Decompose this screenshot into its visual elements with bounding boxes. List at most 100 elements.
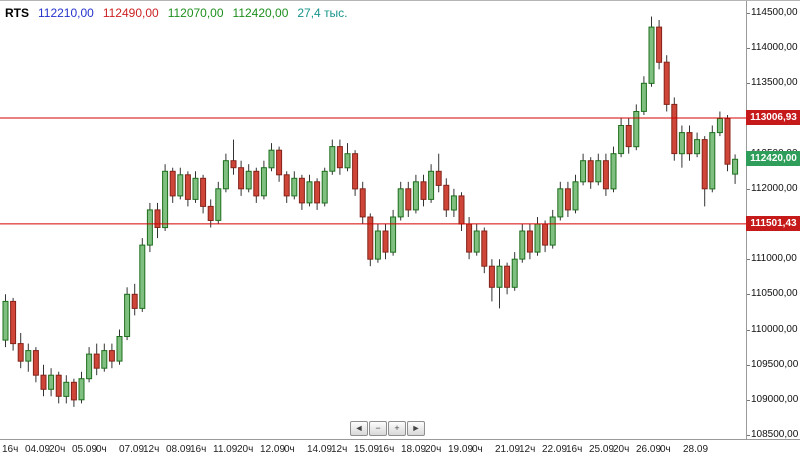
quote-volume: 27,4 тыс.	[297, 6, 348, 20]
chart-nav-toolbar: ◄ − + ►	[350, 421, 425, 436]
x-axis-label: 15.09	[354, 444, 380, 455]
candle-body	[633, 111, 640, 148]
candle-body	[55, 374, 62, 397]
y-axis-tick	[747, 48, 750, 49]
candle-body	[534, 223, 541, 253]
candle-body	[625, 125, 632, 148]
scroll-left-button[interactable]: ◄	[350, 421, 368, 436]
candle-body	[2, 300, 9, 341]
candle-body	[329, 146, 336, 172]
candle-body	[511, 258, 518, 288]
quote-open: 112210,00	[38, 6, 94, 20]
candle-body	[694, 139, 701, 155]
y-axis-tick	[747, 83, 750, 84]
candle-body	[716, 118, 723, 134]
candle-body	[177, 174, 184, 197]
x-axis-label: 12ч	[519, 444, 536, 455]
x-axis-label: 20ч	[237, 444, 254, 455]
candle-body	[86, 353, 93, 380]
candle-body	[724, 118, 731, 165]
candle-body	[63, 381, 70, 397]
candle-body	[93, 353, 100, 369]
candle-body	[78, 378, 85, 401]
candle-body	[108, 350, 115, 362]
candle-body	[215, 188, 222, 221]
x-axis-label: 12ч	[143, 444, 160, 455]
candle-body	[283, 174, 290, 197]
candle-body	[473, 230, 480, 253]
candle-body	[162, 170, 169, 229]
y-axis-label: 109000,00	[751, 394, 799, 405]
symbol-label: RTS	[5, 6, 29, 20]
candle-body	[146, 209, 153, 246]
candle-body	[656, 26, 663, 63]
candle-body	[618, 125, 625, 155]
candle-body	[428, 170, 435, 200]
y-axis-label: 110500,00	[751, 288, 798, 299]
y-axis-tick	[747, 259, 750, 260]
quote-low: 112070,00	[167, 6, 224, 20]
candle-body	[321, 170, 328, 204]
scroll-right-button[interactable]: ►	[407, 421, 425, 436]
candle-body	[405, 188, 412, 211]
candle-body	[276, 149, 283, 176]
candle-body	[10, 300, 17, 345]
y-axis-tick	[747, 13, 750, 14]
candle-body	[443, 184, 450, 211]
candle-body	[306, 181, 313, 204]
candle-body	[374, 230, 381, 260]
quote-values: 112210,00 112490,00 112070,00 112420,00 27,4…	[38, 6, 357, 20]
candle-body	[519, 230, 526, 260]
candle-body	[602, 160, 609, 190]
x-axis-label: 19.09	[448, 444, 474, 455]
candle-body	[496, 265, 503, 288]
candle-body	[336, 146, 343, 169]
candle-body	[298, 177, 305, 204]
x-axis-label: 20ч	[49, 444, 66, 455]
x-axis-label: 20ч	[425, 444, 442, 455]
candle-body	[663, 61, 670, 105]
candle-body	[344, 153, 351, 169]
candle-body	[116, 336, 123, 362]
candle-body	[701, 139, 708, 190]
candle-body	[124, 293, 131, 337]
candle-body	[458, 195, 465, 225]
candle-body	[32, 350, 39, 376]
quote-close: 112420,00	[232, 6, 289, 20]
candle-body	[549, 216, 556, 246]
candle-body	[260, 167, 267, 197]
x-axis-label: 16ч	[190, 444, 207, 455]
y-axis-tick	[747, 435, 750, 436]
candle-body	[268, 149, 275, 169]
candle-body	[564, 188, 571, 211]
y-axis-tick	[747, 189, 750, 190]
x-axis-label: 08.09	[166, 444, 192, 455]
candle-body	[230, 160, 237, 169]
x-axis-label: 12ч	[331, 444, 348, 455]
candle-body	[648, 26, 655, 84]
x-axis-label: 22.09	[542, 444, 568, 455]
candle-body	[686, 132, 693, 155]
y-axis-label: 114500,00	[751, 7, 798, 18]
y-axis-tick	[747, 294, 750, 295]
x-axis-label: 16ч	[2, 444, 19, 455]
candle-body	[420, 181, 427, 200]
y-axis-label: 114000,00	[751, 42, 798, 53]
zoom-in-button[interactable]: +	[388, 421, 406, 436]
candle-body	[610, 153, 617, 190]
chart-plot[interactable]	[0, 1, 746, 439]
candle-body	[580, 160, 587, 183]
candle-body	[139, 244, 146, 309]
candle-body	[314, 181, 321, 204]
zoom-out-button[interactable]: −	[369, 421, 387, 436]
candle-body	[572, 181, 579, 211]
x-axis-label: 26.09	[636, 444, 662, 455]
x-axis-label: 0ч	[96, 444, 107, 455]
candle-body	[245, 170, 252, 190]
y-axis-label: 112000,00	[751, 183, 798, 194]
y-axis-label: 108500,00	[751, 429, 799, 440]
candle-body	[207, 205, 214, 221]
candle-body	[412, 181, 419, 211]
candle-body	[200, 177, 207, 207]
